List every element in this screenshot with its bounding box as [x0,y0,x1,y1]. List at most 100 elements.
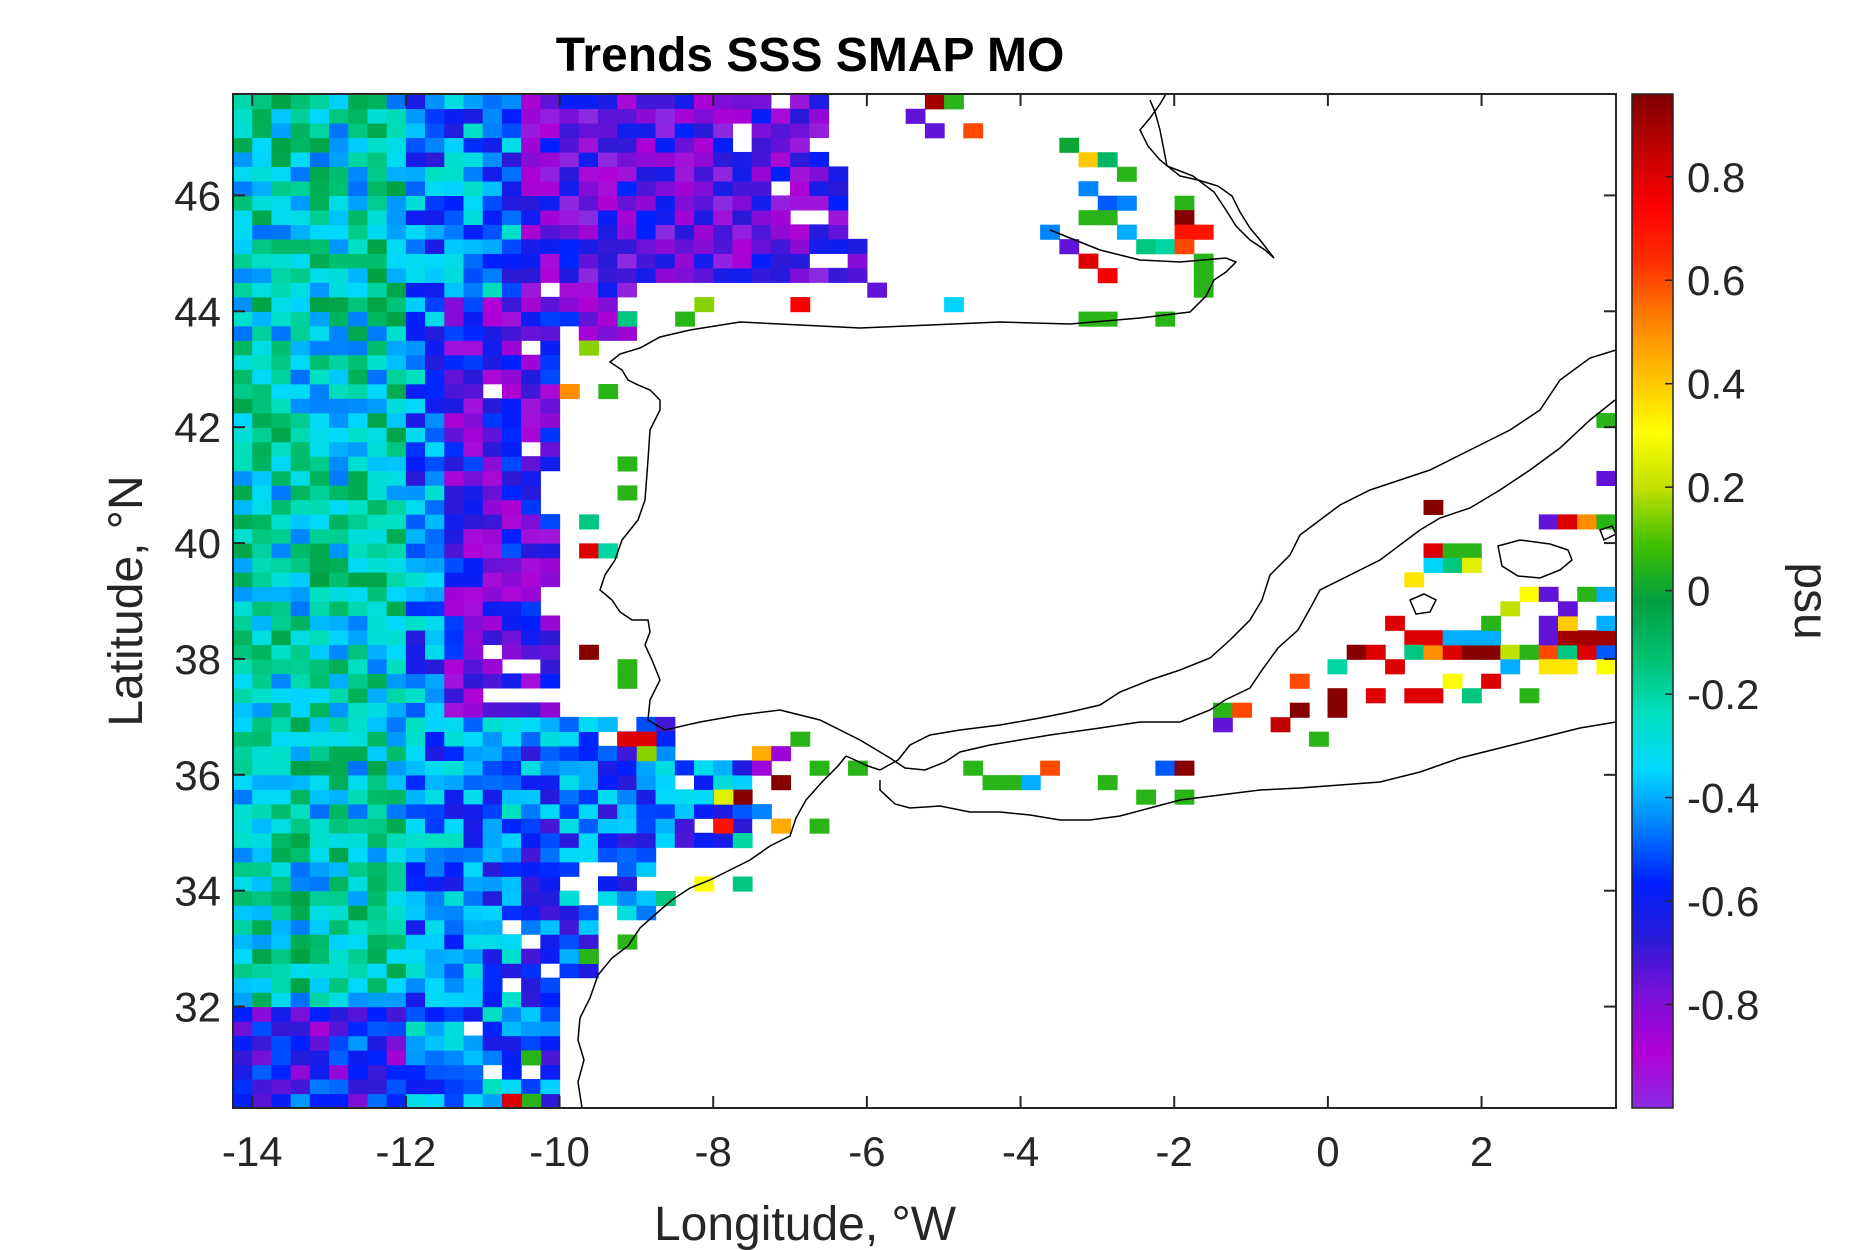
heatmap-cell [521,731,541,747]
heatmap-cell [444,151,465,168]
heatmap-cell [252,774,273,790]
heatmap-cell [329,485,349,501]
heatmap-cell [521,789,541,805]
heatmap-cell [252,644,273,660]
heatmap-cell [1423,499,1444,515]
heatmap-cell [444,94,465,110]
heatmap-cell [329,905,349,921]
heatmap-cell [367,716,388,732]
x-axis-ticks: -14 -12 -10 -8 -6 -4 -2 0 2 [222,94,1493,1175]
heatmap-cell [732,166,753,182]
heatmap-cell [482,572,503,588]
heatmap-cell [367,934,388,950]
heatmap-cell [1174,789,1195,805]
heatmap-cell [1116,166,1137,182]
heatmap-cell [444,601,465,617]
heatmap-cell [463,601,484,617]
heatmap-cell [540,209,561,225]
heatmap-cell [367,209,388,225]
heatmap-cell [309,1050,330,1066]
heatmap-cell [578,238,599,254]
heatmap-cell [290,427,311,443]
heatmap-cell [386,905,407,921]
heatmap-cell [463,195,484,211]
heatmap-cell [348,557,369,573]
heatmap-cell [309,282,330,298]
heatmap-cell [540,716,561,732]
heatmap-cell [501,1050,522,1066]
heatmap-cell [405,702,426,718]
heatmap-cell [444,412,465,428]
heatmap-cell [348,311,369,327]
heatmap-cell [444,977,465,993]
heatmap-cell [713,818,734,834]
heatmap-cell [425,383,445,399]
heatmap-cell [617,238,637,254]
heatmap-cell [1538,615,1559,631]
heatmap-cell [1596,659,1617,675]
heatmap-cell [1309,731,1329,747]
heatmap-cell [405,1006,426,1022]
heatmap-cell [252,934,273,950]
heatmap-cell [482,876,503,892]
heatmap-cell [386,224,407,240]
heatmap-cell [617,789,637,805]
coastline-balearic-mallorca [1497,539,1573,579]
heatmap-cell [233,919,253,935]
heatmap-cell [271,398,292,414]
heatmap-cell [501,94,522,110]
heatmap-cell [367,499,388,515]
heatmap-cell [501,514,522,530]
heatmap-cell [463,934,484,950]
heatmap-cell [329,789,349,805]
heatmap-cell [309,325,330,341]
heatmap-cell [425,1006,445,1022]
heatmap-cell [501,325,522,341]
heatmap-cell [233,601,253,617]
heatmap-cell [1097,210,1118,226]
heatmap-cell [521,644,541,660]
heatmap-cell [463,629,484,646]
heatmap-cell [290,760,311,776]
heatmap-cell [271,470,292,486]
heatmap-cell [348,890,369,906]
heatmap-cell [348,543,369,559]
heatmap-cell [348,354,369,370]
heatmap-cell [501,644,522,660]
heatmap-cell [482,977,503,993]
heatmap-cell [617,122,637,139]
heatmap-cell [521,499,541,515]
heatmap-cell [559,963,580,979]
heatmap-cell [521,267,541,283]
heatmap-cell [751,253,772,269]
heatmap-cell [482,1079,503,1095]
heatmap-cell [463,963,484,979]
heatmap-cell [386,977,407,993]
heatmap-cell [501,890,522,906]
heatmap-cell [271,615,292,631]
heatmap-cell [271,673,292,689]
heatmap-cell [463,253,484,269]
heatmap-cell [309,1021,330,1037]
heatmap-cell [271,557,292,573]
heatmap-cell [713,760,734,776]
colorbar-gradient [1631,93,1674,1109]
heatmap-cell [367,412,388,428]
heatmap-cell [559,282,580,298]
heatmap-cell [482,456,503,472]
heatmap-cell [597,166,618,182]
heatmap-cell [290,847,311,863]
heatmap-cell [597,760,618,776]
heatmap-cell [405,1093,426,1109]
heatmap-cell [405,601,426,617]
heatmap-cell [501,340,522,356]
heatmap-cell [348,992,369,1008]
heatmap-cell [463,224,484,240]
heatmap-cell [1078,210,1099,226]
heatmap-cell [348,412,369,428]
heatmap-cell [501,789,522,805]
heatmap-cell [501,1021,522,1037]
heatmap-cell [233,470,253,486]
heatmap-cell [309,499,330,515]
heatmap-cell [636,905,657,921]
